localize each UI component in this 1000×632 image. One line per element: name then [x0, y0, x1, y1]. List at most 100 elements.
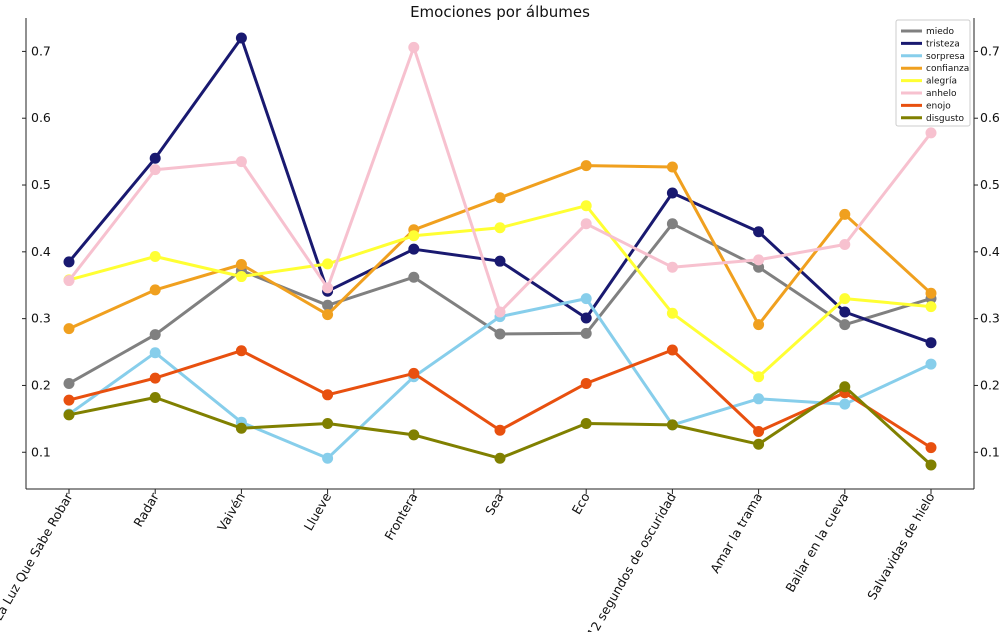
left-y-axis-ticks: 0.1 0.2 0.3 0.4 0.5 0.6 0.7: [22, 43, 51, 459]
data-point-tristeza: [839, 306, 851, 318]
data-point-alegría: [408, 230, 420, 242]
chart-title: Emociones por álbumes: [410, 3, 590, 21]
y-tick-label-right: 0.4: [980, 244, 1000, 259]
data-point-alegría: [753, 371, 765, 383]
series-confianza: [63, 160, 937, 335]
data-point-sorpresa: [580, 293, 592, 305]
data-point-anhelo: [753, 254, 765, 266]
x-tick-label: Radar: [130, 489, 162, 529]
series-anhelo: [63, 41, 937, 318]
x-tick-label: La Luz Que Sabe Robar: [0, 489, 76, 623]
data-point-enojo: [666, 344, 678, 356]
x-tick-label: 12 segundos de oscuridad: [584, 490, 679, 632]
legend-label-anhelo: anhelo: [926, 89, 957, 99]
data-point-anhelo: [408, 41, 420, 53]
data-point-disgusto: [408, 429, 420, 441]
data-point-confianza: [494, 192, 506, 204]
data-point-confianza: [839, 208, 851, 220]
data-point-anhelo: [235, 156, 247, 168]
x-tick-label: Llueve: [301, 490, 335, 533]
y-tick-label-right: 0.1: [980, 444, 1000, 459]
legend-label-confianza: confianza: [926, 64, 969, 74]
y-tick-label-left: 0.3: [31, 311, 51, 326]
data-point-disgusto: [322, 418, 334, 430]
y-tick-label-left: 0.6: [31, 110, 51, 125]
data-point-disgusto: [580, 418, 592, 430]
data-point-disgusto: [666, 419, 678, 431]
data-point-tristeza: [408, 243, 420, 255]
data-point-enojo: [322, 389, 334, 401]
data-point-alegría: [666, 307, 678, 319]
data-point-confianza: [322, 309, 334, 321]
data-point-anhelo: [839, 238, 851, 250]
y-tick-label-left: 0.7: [31, 43, 51, 58]
data-point-anhelo: [63, 275, 75, 287]
x-tick-label: Eco: [569, 490, 593, 517]
data-point-miedo: [408, 271, 420, 283]
data-point-miedo: [580, 327, 592, 339]
data-point-tristeza: [753, 226, 765, 238]
y-tick-label-right: 0.3: [980, 311, 1000, 326]
data-point-anhelo: [925, 127, 937, 139]
data-point-disgusto: [494, 452, 506, 464]
data-point-confianza: [580, 160, 592, 172]
data-point-sorpresa: [322, 452, 334, 464]
data-point-alegría: [322, 258, 334, 270]
x-tick-label: Vaivén: [214, 490, 248, 534]
data-point-tristeza: [235, 32, 247, 44]
data-point-enojo: [149, 372, 161, 384]
y-tick-label-right: 0.6: [980, 110, 1000, 125]
series-miedo: [63, 218, 937, 389]
data-point-sorpresa: [149, 347, 161, 359]
y-tick-label-right: 0.7: [980, 43, 1000, 58]
x-tick-label: Amar la trama: [707, 490, 765, 576]
y-tick-label-left: 0.4: [31, 244, 51, 259]
data-point-enojo: [63, 394, 75, 406]
series-layer: [63, 32, 937, 471]
legend-label-enojo: enojo: [926, 101, 951, 111]
series-disgusto: [63, 381, 937, 471]
data-point-alegría: [580, 200, 592, 212]
data-point-alegría: [494, 222, 506, 234]
data-point-miedo: [839, 319, 851, 331]
data-point-enojo: [753, 426, 765, 438]
data-point-anhelo: [322, 282, 334, 294]
data-point-sorpresa: [925, 358, 937, 370]
data-point-enojo: [235, 345, 247, 357]
y-tick-label-left: 0.1: [31, 444, 51, 459]
data-point-tristeza: [149, 152, 161, 164]
y-tick-label-left: 0.5: [31, 177, 51, 192]
data-point-tristeza: [925, 337, 937, 349]
data-point-alegría: [925, 301, 937, 313]
legend-label-tristeza: tristeza: [926, 39, 960, 49]
data-point-enojo: [580, 377, 592, 389]
y-tick-label-left: 0.2: [31, 377, 51, 392]
data-point-sorpresa: [839, 398, 851, 410]
series-tristeza: [63, 32, 937, 349]
data-point-disgusto: [235, 422, 247, 434]
right-y-axis-ticks: 0.1 0.2 0.3 0.4 0.5 0.6 0.7: [974, 43, 1000, 459]
data-point-tristeza: [494, 255, 506, 267]
legend-label-sorpresa: sorpresa: [926, 52, 965, 62]
data-point-alegría: [149, 251, 161, 263]
data-point-confianza: [925, 287, 937, 299]
series-line-miedo: [67, 222, 933, 385]
data-point-anhelo: [580, 218, 592, 230]
x-tick-label: Sea: [482, 490, 507, 518]
data-point-disgusto: [63, 409, 75, 421]
data-point-confianza: [149, 284, 161, 296]
x-tick-label: Salvavidas de hielo: [864, 490, 937, 602]
data-point-confianza: [666, 161, 678, 173]
data-point-disgusto: [753, 438, 765, 450]
series-enojo: [63, 344, 937, 454]
data-point-tristeza: [666, 187, 678, 199]
data-point-disgusto: [839, 381, 851, 393]
series-alegría: [63, 200, 937, 383]
legend-label-disgusto: disgusto: [926, 114, 965, 124]
y-tick-label-right: 0.5: [980, 177, 1000, 192]
x-tick-label: Bailar en la cueva: [782, 490, 851, 595]
data-point-miedo: [494, 328, 506, 340]
x-tick-label: Frontera: [381, 490, 420, 543]
legend-label-alegría: alegría: [926, 77, 957, 87]
